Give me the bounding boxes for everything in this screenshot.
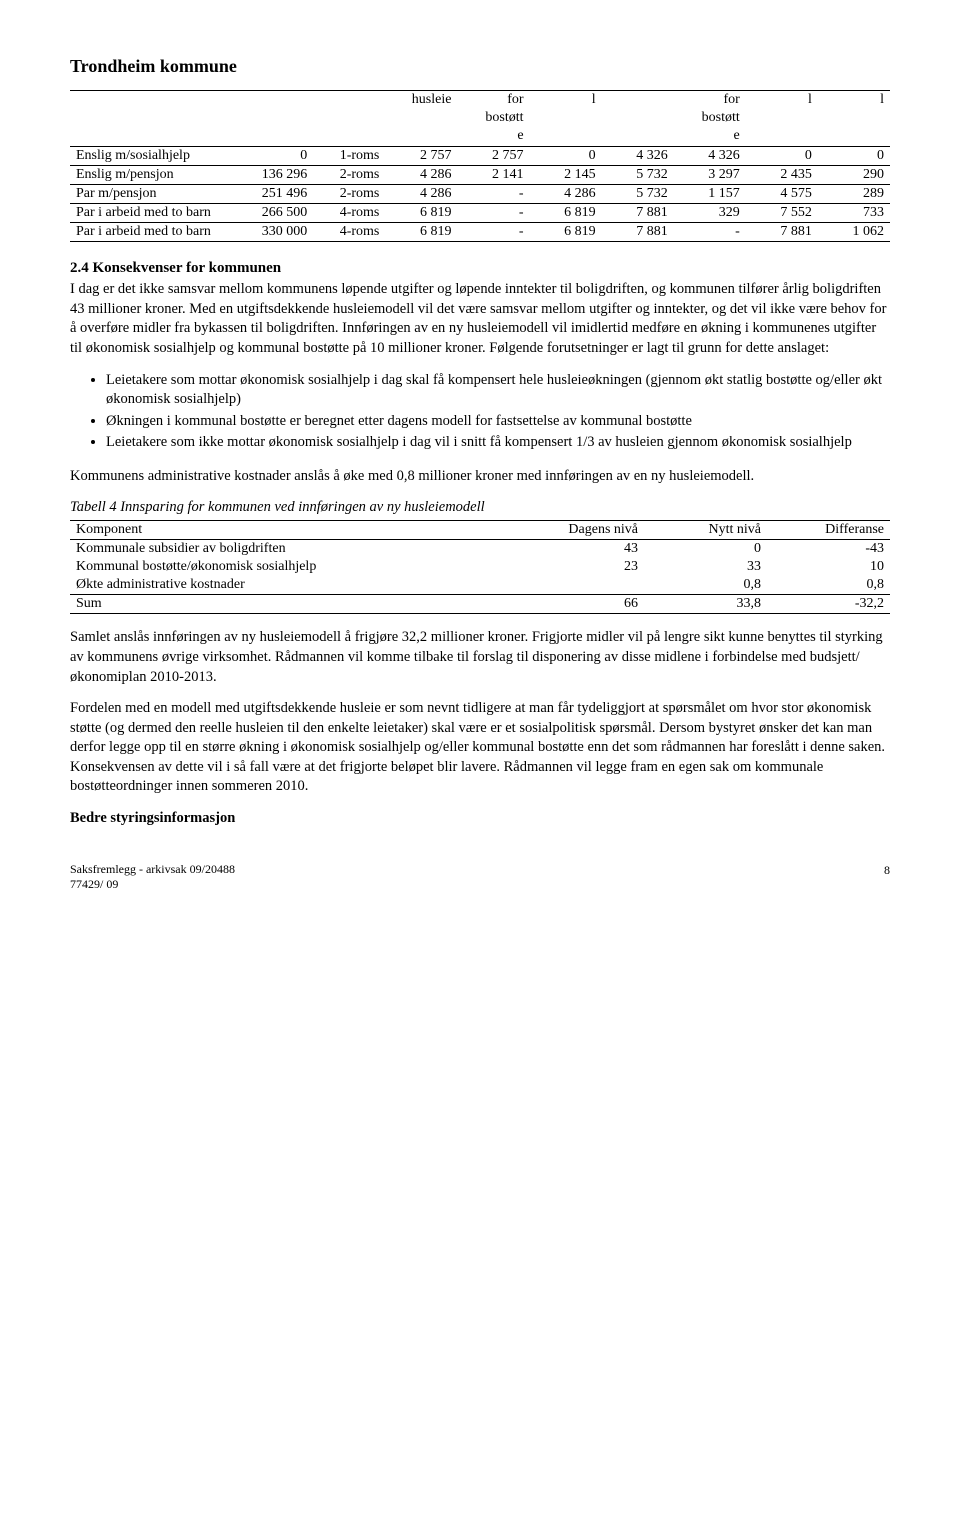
footer-arkivsak: Saksfremlegg - arkivsak 09/20488 <box>70 862 235 876</box>
bullet-1: Leietakere som mottar økonomisk sosialhj… <box>106 371 890 410</box>
bullets: Leietakere som mottar økonomisk sosialhj… <box>106 371 890 453</box>
footer: Saksfremlegg - arkivsak 09/20488 77429/ … <box>70 862 890 891</box>
sec24-heading: 2.4 Konsekvenser for kommunen <box>70 258 890 278</box>
t4-col2: Dagens nivå <box>521 520 644 539</box>
para2: Samlet anslås innføringen av ny husleiem… <box>70 628 890 687</box>
table-1: husleie for l for l l bostøtt bostøtt e … <box>70 90 890 242</box>
page-title: Trondheim kommune <box>70 54 890 78</box>
sec24-para: I dag er det ikke samsvar mellom kommune… <box>70 280 890 358</box>
r1-label: Enslig m/sosialhjelp <box>70 146 232 165</box>
t4-col4: Differanse <box>767 520 890 539</box>
bullet-3: Leietakere som ikke mottar økonomisk sos… <box>106 433 890 453</box>
table-4: Komponent Dagens nivå Nytt nivå Differan… <box>70 520 890 614</box>
hdr-l3: l <box>818 91 890 110</box>
t4-col3: Nytt nivå <box>644 520 767 539</box>
page-number: 8 <box>884 862 890 891</box>
hdr-l2: l <box>746 91 818 110</box>
t4-col1: Komponent <box>70 520 521 539</box>
t4-sum-label: Sum <box>70 595 521 614</box>
bullet-2: Økningen i kommunal bostøtte er beregnet… <box>106 412 890 432</box>
footer-ref: 77429/ 09 <box>70 877 235 891</box>
para3: Fordelen med en modell med utgiftsdekken… <box>70 699 890 797</box>
hdr-husleie: husleie <box>385 91 457 110</box>
styring-heading: Bedre styringsinformasjon <box>70 809 890 829</box>
admin-para: Kommunens administrative kostnader anslå… <box>70 467 890 487</box>
table4-caption: Tabell 4 Innsparing for kommunen ved inn… <box>70 498 890 518</box>
hdr-l1: l <box>530 91 602 110</box>
